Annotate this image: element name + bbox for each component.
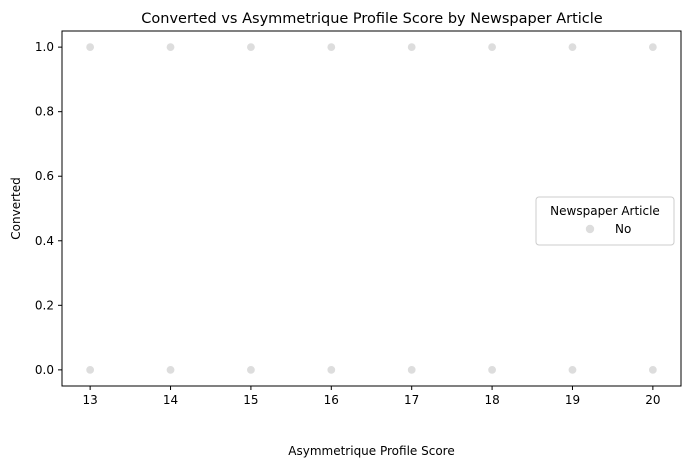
legend-label: No: [615, 222, 631, 236]
data-point: [326, 365, 336, 375]
data-point: [326, 42, 336, 52]
x-tick-label: 16: [324, 393, 339, 407]
data-point: [166, 42, 176, 52]
data-points: [85, 42, 658, 375]
y-tick-label: 0.8: [35, 105, 54, 119]
x-axis-label: Asymmetrique Profile Score: [288, 444, 454, 458]
data-point: [246, 42, 256, 52]
plot-frame: [61, 30, 682, 387]
data-point: [567, 42, 577, 52]
data-point: [85, 42, 95, 52]
data-point: [567, 365, 577, 375]
x-tick-label: 19: [565, 393, 580, 407]
data-point: [407, 365, 417, 375]
y-axis-label: Converted: [9, 177, 23, 239]
y-tick-label: 0.4: [35, 234, 54, 248]
x-axis: 13 14 15 16 17 18 19 20: [82, 386, 661, 407]
data-point: [166, 365, 176, 375]
legend-title: Newspaper Article: [550, 204, 660, 218]
x-tick-label: 15: [243, 393, 258, 407]
data-point: [487, 365, 497, 375]
legend-box: [535, 196, 675, 246]
data-point: [407, 42, 417, 52]
legend: Newspaper Article No: [535, 196, 675, 246]
y-tick-label: 0.6: [35, 169, 54, 183]
y-tick-label: 0.2: [35, 298, 54, 312]
y-axis: 0.0 0.2 0.4 0.6 0.8 1.0: [35, 40, 62, 377]
x-tick-label: 20: [645, 393, 660, 407]
chart-title: Converted vs Asymmetrique Profile Score …: [141, 11, 603, 27]
x-tick-label: 14: [163, 393, 178, 407]
data-point: [648, 365, 658, 375]
data-point: [648, 42, 658, 52]
legend-entries: No: [585, 222, 631, 236]
data-point: [487, 42, 497, 52]
x-tick-label: 17: [404, 393, 419, 407]
data-point: [85, 365, 95, 375]
legend-marker: [585, 224, 595, 234]
data-point: [246, 365, 256, 375]
y-tick-label: 0.0: [35, 363, 54, 377]
x-tick-label: 18: [484, 393, 499, 407]
y-tick-label: 1.0: [35, 40, 54, 54]
x-tick-label: 13: [82, 393, 97, 407]
